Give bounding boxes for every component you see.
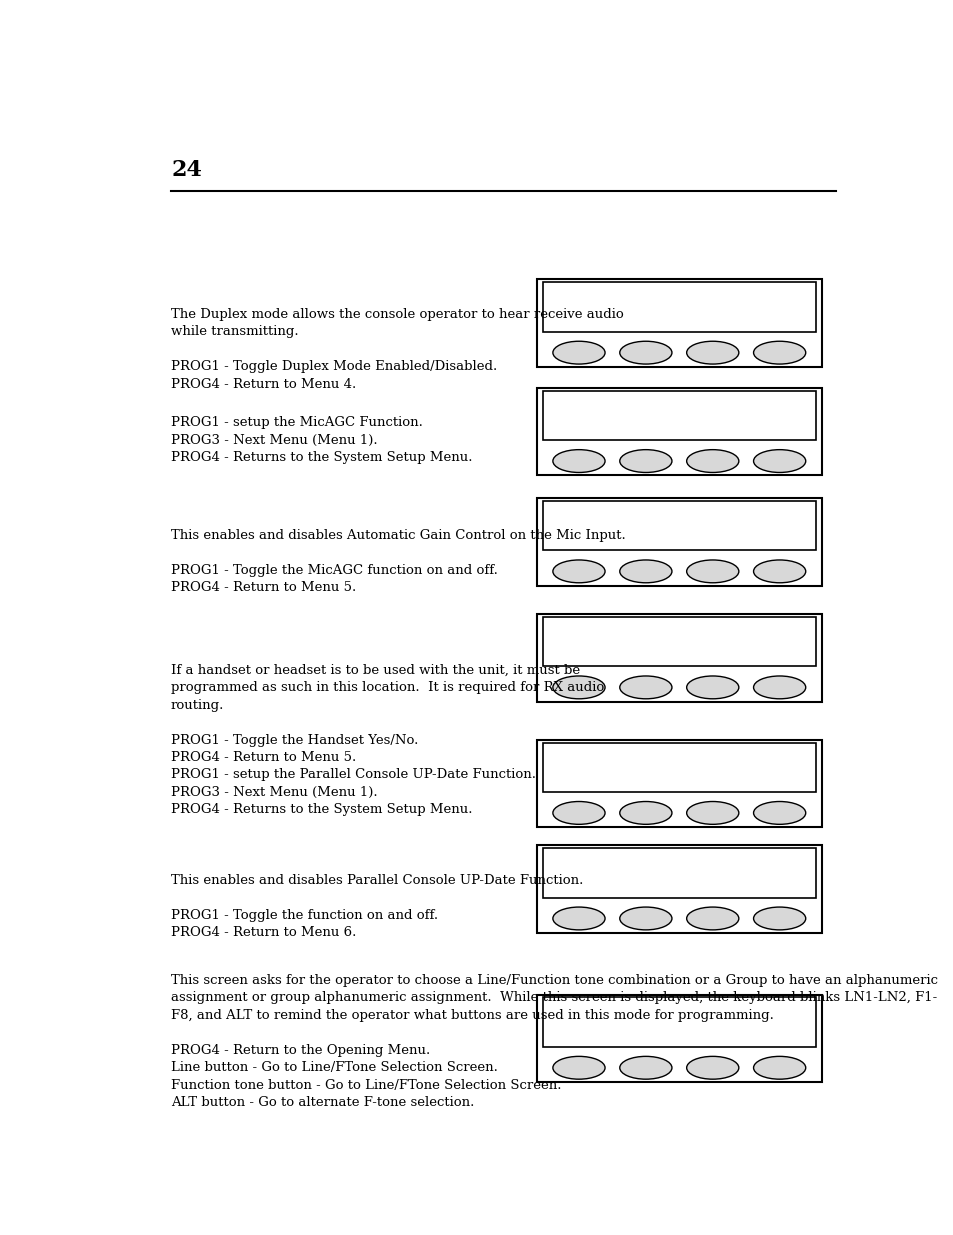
FancyBboxPatch shape [542, 390, 815, 440]
Ellipse shape [753, 676, 805, 699]
FancyBboxPatch shape [537, 740, 821, 827]
Ellipse shape [686, 802, 738, 824]
Ellipse shape [553, 906, 604, 930]
Ellipse shape [686, 676, 738, 699]
Text: This enables and disables Parallel Console UP-Date Function.

PROG1 - Toggle the: This enables and disables Parallel Conso… [171, 874, 583, 940]
Ellipse shape [553, 450, 604, 473]
Ellipse shape [686, 906, 738, 930]
Ellipse shape [553, 1056, 604, 1079]
Ellipse shape [753, 1056, 805, 1079]
Ellipse shape [686, 559, 738, 583]
Ellipse shape [553, 676, 604, 699]
Ellipse shape [553, 341, 604, 364]
FancyBboxPatch shape [542, 618, 815, 667]
Ellipse shape [686, 1056, 738, 1079]
Text: If a handset or headset is to be used with the unit, it must be
programmed as su: If a handset or headset is to be used wi… [171, 663, 603, 764]
FancyBboxPatch shape [542, 283, 815, 332]
FancyBboxPatch shape [537, 614, 821, 701]
Text: This screen asks for the operator to choose a Line/Function tone combination or : This screen asks for the operator to cho… [171, 973, 937, 1109]
FancyBboxPatch shape [537, 845, 821, 932]
FancyBboxPatch shape [542, 998, 815, 1047]
Ellipse shape [686, 450, 738, 473]
Text: 24: 24 [171, 159, 202, 182]
Ellipse shape [753, 802, 805, 824]
Ellipse shape [619, 341, 671, 364]
FancyBboxPatch shape [537, 388, 821, 475]
Text: PROG1 - setup the MicAGC Function.
PROG3 - Next Menu (Menu 1).
PROG4 - Returns t: PROG1 - setup the MicAGC Function. PROG3… [171, 416, 472, 464]
Ellipse shape [619, 676, 671, 699]
FancyBboxPatch shape [537, 279, 821, 367]
Ellipse shape [753, 559, 805, 583]
Text: This enables and disables Automatic Gain Control on the Mic Input.

PROG1 - Togg: This enables and disables Automatic Gain… [171, 529, 625, 594]
Ellipse shape [553, 559, 604, 583]
Ellipse shape [686, 341, 738, 364]
FancyBboxPatch shape [542, 848, 815, 898]
Text: PROG1 - setup the Parallel Console UP-Date Function.
PROG3 - Next Menu (Menu 1).: PROG1 - setup the Parallel Console UP-Da… [171, 768, 536, 816]
Ellipse shape [619, 802, 671, 824]
FancyBboxPatch shape [537, 498, 821, 585]
Ellipse shape [753, 906, 805, 930]
Ellipse shape [753, 341, 805, 364]
Ellipse shape [553, 802, 604, 824]
FancyBboxPatch shape [542, 501, 815, 551]
Ellipse shape [619, 906, 671, 930]
Ellipse shape [619, 1056, 671, 1079]
FancyBboxPatch shape [542, 742, 815, 792]
FancyBboxPatch shape [537, 994, 821, 1082]
Text: The Duplex mode allows the console operator to hear receive audio
while transmit: The Duplex mode allows the console opera… [171, 308, 623, 391]
Ellipse shape [619, 450, 671, 473]
Ellipse shape [753, 450, 805, 473]
Ellipse shape [619, 559, 671, 583]
